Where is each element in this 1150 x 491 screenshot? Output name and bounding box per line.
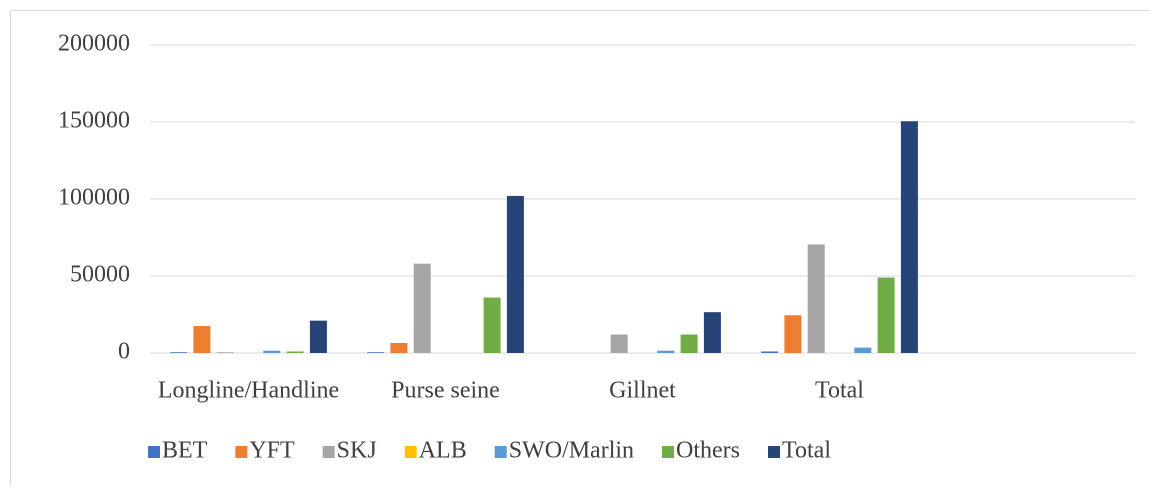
- x-tick-label: Purse seine: [391, 378, 500, 404]
- bar: [310, 321, 327, 353]
- bar: [657, 351, 674, 353]
- bar: [507, 196, 524, 353]
- legend-swatch: [405, 446, 417, 458]
- legend-label: SWO/Marlin: [509, 438, 634, 464]
- y-tick-label: 0: [118, 339, 130, 365]
- bar: [367, 352, 384, 353]
- bar: [287, 351, 304, 353]
- bar: [263, 351, 280, 353]
- bar: [611, 335, 628, 353]
- bar: [878, 278, 895, 353]
- y-tick-label: 50000: [70, 262, 130, 288]
- y-tick-label: 100000: [58, 185, 130, 211]
- bar: [170, 352, 187, 353]
- legend-swatch: [148, 446, 160, 458]
- bar: [484, 298, 501, 353]
- bar: [414, 264, 431, 353]
- legend-swatch: [495, 446, 507, 458]
- bar: [681, 335, 698, 353]
- bar: [704, 312, 721, 353]
- x-tick-label: Gillnet: [609, 378, 676, 404]
- y-tick-label: 200000: [58, 31, 130, 57]
- legend-label: YFT: [249, 438, 295, 464]
- bar: [784, 315, 801, 353]
- legend-swatch: [662, 446, 674, 458]
- bar: [761, 351, 778, 353]
- legend-label: SKJ: [337, 438, 377, 464]
- legend-swatch: [323, 446, 335, 458]
- bar: [808, 244, 825, 353]
- chart-frame: [11, 11, 1150, 487]
- bar: [854, 348, 871, 353]
- legend-label: BET: [162, 438, 208, 464]
- legend-swatch: [768, 446, 780, 458]
- bar: [901, 121, 918, 353]
- x-tick-label: Total: [815, 378, 864, 404]
- legend-label: Total: [782, 438, 831, 464]
- bar: [390, 343, 407, 353]
- legend-label: Others: [676, 438, 740, 464]
- x-tick-label: Longline/Handline: [158, 378, 339, 404]
- bar: [217, 352, 234, 353]
- bar: [193, 326, 210, 353]
- y-tick-label: 150000: [58, 108, 130, 134]
- legend-swatch: [235, 446, 247, 458]
- legend-label: ALB: [419, 438, 467, 464]
